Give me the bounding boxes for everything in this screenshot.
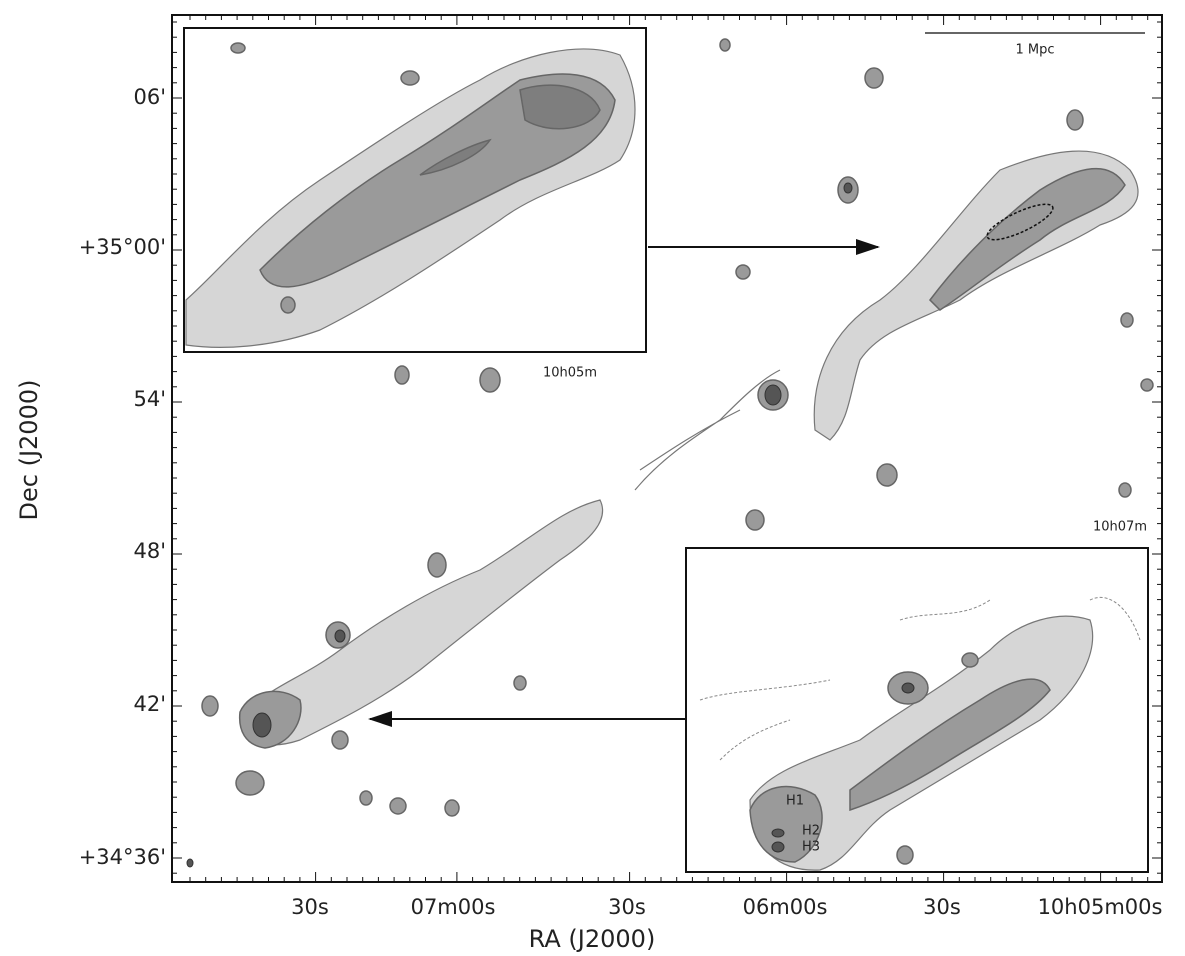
inset-ra-label: 10h05m bbox=[543, 366, 597, 381]
top-inset: 10h05m bbox=[183, 27, 647, 381]
inset-ra-label: 10h07m bbox=[1093, 520, 1147, 535]
x-axis-label: RA (J2000) bbox=[529, 925, 656, 953]
y-tick-label: +35°00' bbox=[79, 235, 166, 259]
y-tick-label: 54' bbox=[134, 387, 167, 411]
tick-marks bbox=[172, 15, 1162, 882]
y-tick-label: 42' bbox=[134, 692, 167, 716]
x-tick-label: 06m00s bbox=[743, 895, 828, 919]
y-tick-label: 06' bbox=[134, 85, 167, 109]
x-tick-label: 30s bbox=[291, 895, 329, 919]
y-tick-label: +34°36' bbox=[79, 845, 166, 869]
y-tick-label: 48' bbox=[134, 539, 167, 563]
bottom-inset: H1 H2 H3 10h07m bbox=[685, 520, 1149, 873]
scale-bar-label: 1 Mpc bbox=[1015, 43, 1054, 58]
hotspot-label: H3 bbox=[802, 840, 820, 855]
x-tick-label: 07m00s bbox=[411, 895, 496, 919]
hotspot-label: H2 bbox=[802, 824, 820, 839]
hotspot-label: H1 bbox=[786, 794, 804, 809]
x-tick-label: 30s bbox=[608, 895, 646, 919]
y-axis-label: Dec (J2000) bbox=[15, 380, 43, 521]
frame bbox=[171, 14, 1163, 883]
x-tick-label: 10h05m00s bbox=[1038, 895, 1163, 919]
x-tick-label: 30s bbox=[923, 895, 961, 919]
